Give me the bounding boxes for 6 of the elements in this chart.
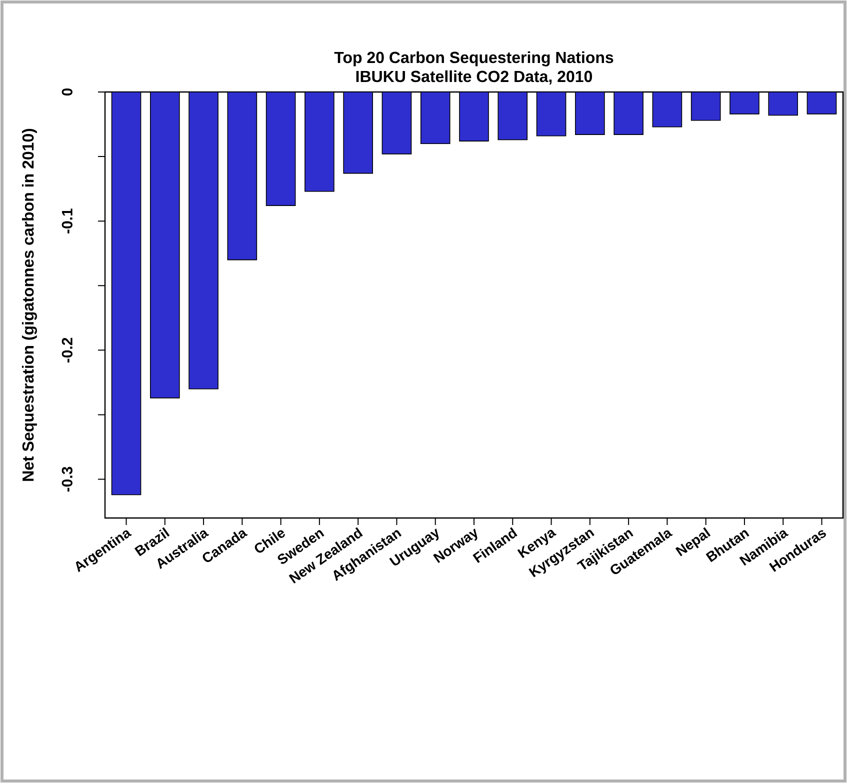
y-axis-title: Net Sequestration (gigatonnes carbon in 2010) xyxy=(22,128,37,481)
y-tick-label: -0.1 xyxy=(62,208,72,234)
y-tick-label: -0.3 xyxy=(62,466,72,492)
y-tick-label: 0 xyxy=(62,88,72,96)
chart-title: Top 20 Carbon Sequestering Nations IBUKU Satellite CO2 Data, 2010 xyxy=(334,51,614,84)
y-tick-label: -0.2 xyxy=(62,338,72,363)
